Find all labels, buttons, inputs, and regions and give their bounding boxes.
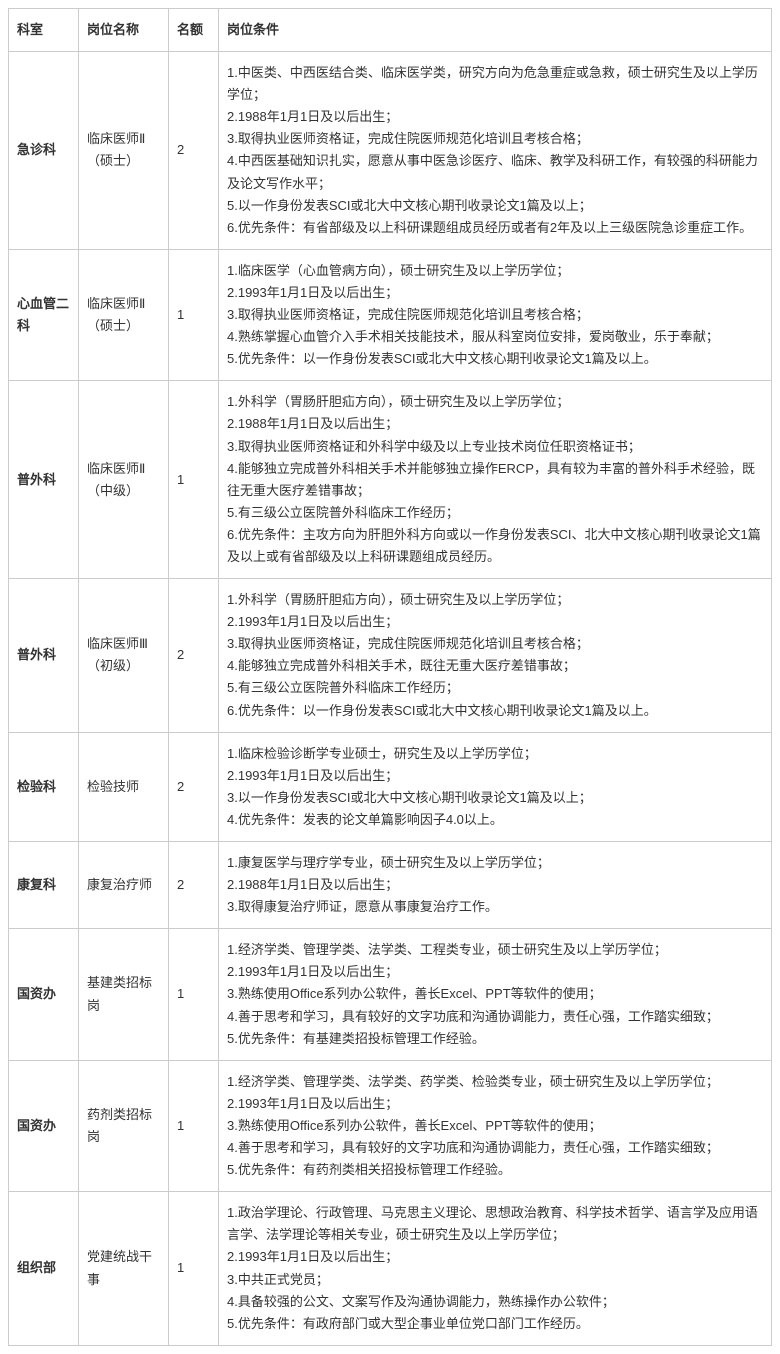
cell-position: 检验技师 [79, 732, 169, 841]
cell-position: 临床医师Ⅱ（中级） [79, 381, 169, 579]
table-row: 急诊科临床医师Ⅱ（硕士）21.中医类、中西医结合类、临床医学类，研究方向为危急重… [9, 52, 772, 250]
table-row: 组织部党建统战干事11.政治学理论、行政管理、马克思主义理论、思想政治教育、科学… [9, 1192, 772, 1346]
table-header-row: 科室 岗位名称 名额 岗位条件 [9, 9, 772, 52]
table-row: 普外科临床医师Ⅱ（中级）11.外科学（胃肠肝胆疝方向），硕士研究生及以上学历学位… [9, 381, 772, 579]
table-row: 普外科临床医师Ⅲ（初级）21.外科学（胃肠肝胆疝方向），硕士研究生及以上学历学位… [9, 579, 772, 733]
table-row: 检验科检验技师21.临床检验诊断学专业硕士，研究生及以上学历学位；2.1993年… [9, 732, 772, 841]
header-department: 科室 [9, 9, 79, 52]
cell-department: 普外科 [9, 579, 79, 733]
table-row: 康复科康复治疗师21.康复医学与理疗学专业，硕士研究生及以上学历学位；2.198… [9, 842, 772, 929]
cell-position: 党建统战干事 [79, 1192, 169, 1346]
cell-quota: 2 [169, 579, 219, 733]
cell-department: 急诊科 [9, 52, 79, 250]
cell-department: 组织部 [9, 1192, 79, 1346]
cell-quota: 2 [169, 842, 219, 929]
cell-conditions: 1.临床检验诊断学专业硕士，研究生及以上学历学位；2.1993年1月1日及以后出… [219, 732, 772, 841]
cell-quota: 1 [169, 1192, 219, 1346]
cell-conditions: 1.经济学类、管理学类、法学类、药学类、检验类专业，硕士研究生及以上学历学位；2… [219, 1060, 772, 1191]
cell-quota: 2 [169, 732, 219, 841]
header-quota: 名额 [169, 9, 219, 52]
header-position: 岗位名称 [79, 9, 169, 52]
cell-conditions: 1.中医类、中西医结合类、临床医学类，研究方向为危急重症或急救，硕士研究生及以上… [219, 52, 772, 250]
recruitment-table: 科室 岗位名称 名额 岗位条件 急诊科临床医师Ⅱ（硕士）21.中医类、中西医结合… [8, 8, 772, 1346]
table-row: 国资办药剂类招标岗11.经济学类、管理学类、法学类、药学类、检验类专业，硕士研究… [9, 1060, 772, 1191]
cell-position: 康复治疗师 [79, 842, 169, 929]
cell-position: 临床医师Ⅲ（初级） [79, 579, 169, 733]
cell-position: 临床医师Ⅱ（硕士） [79, 52, 169, 250]
cell-department: 康复科 [9, 842, 79, 929]
cell-conditions: 1.外科学（胃肠肝胆疝方向），硕士研究生及以上学历学位；2.1993年1月1日及… [219, 579, 772, 733]
cell-position: 基建类招标岗 [79, 929, 169, 1060]
cell-quota: 2 [169, 52, 219, 250]
cell-department: 心血管二科 [9, 249, 79, 380]
cell-position: 临床医师Ⅱ（硕士） [79, 249, 169, 380]
cell-conditions: 1.政治学理论、行政管理、马克思主义理论、思想政治教育、科学技术哲学、语言学及应… [219, 1192, 772, 1346]
cell-quota: 1 [169, 249, 219, 380]
cell-quota: 1 [169, 929, 219, 1060]
cell-department: 普外科 [9, 381, 79, 579]
table-row: 心血管二科临床医师Ⅱ（硕士）11.临床医学（心血管病方向），硕士研究生及以上学历… [9, 249, 772, 380]
cell-department: 国资办 [9, 929, 79, 1060]
cell-conditions: 1.经济学类、管理学类、法学类、工程类专业，硕士研究生及以上学历学位；2.199… [219, 929, 772, 1060]
cell-department: 国资办 [9, 1060, 79, 1191]
table-row: 国资办基建类招标岗11.经济学类、管理学类、法学类、工程类专业，硕士研究生及以上… [9, 929, 772, 1060]
cell-department: 检验科 [9, 732, 79, 841]
cell-conditions: 1.康复医学与理疗学专业，硕士研究生及以上学历学位；2.1988年1月1日及以后… [219, 842, 772, 929]
cell-quota: 1 [169, 1060, 219, 1191]
header-conditions: 岗位条件 [219, 9, 772, 52]
cell-conditions: 1.外科学（胃肠肝胆疝方向），硕士研究生及以上学历学位；2.1988年1月1日及… [219, 381, 772, 579]
cell-conditions: 1.临床医学（心血管病方向），硕士研究生及以上学历学位；2.1993年1月1日及… [219, 249, 772, 380]
cell-quota: 1 [169, 381, 219, 579]
cell-position: 药剂类招标岗 [79, 1060, 169, 1191]
